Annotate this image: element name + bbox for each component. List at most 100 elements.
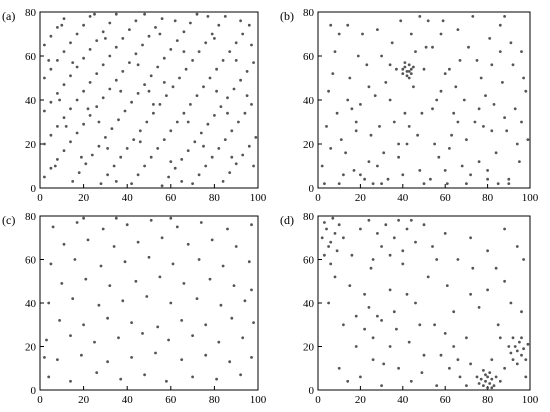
scatter-point (82, 89, 85, 93)
scatter-point (520, 50, 523, 53)
scatter-point (62, 17, 66, 20)
scatter-point (193, 140, 197, 144)
scatter-point (356, 54, 360, 58)
x-tick-label: 60 (165, 192, 177, 204)
scatter-point (524, 358, 528, 361)
scatter-point (327, 89, 330, 93)
scatter-point (154, 26, 157, 29)
scatter-point (475, 59, 479, 62)
scatter-point (520, 310, 523, 314)
scatter-point (507, 182, 511, 186)
scatter-point (106, 173, 109, 177)
scatter-point (465, 384, 468, 387)
panel-label: (a) (2, 9, 15, 23)
scatter-point (486, 177, 489, 181)
scatter-point (149, 218, 153, 222)
panel-label: (d) (280, 213, 294, 227)
scatter-point (426, 19, 430, 23)
scatter-point (215, 67, 219, 71)
scatter-point (239, 78, 243, 82)
scatter-point (378, 125, 381, 128)
scatter-point (56, 358, 59, 361)
scatter-point (247, 23, 251, 27)
scatter-point (484, 373, 487, 377)
scatter-point (186, 120, 190, 124)
scatter-point (503, 116, 506, 119)
scatter-point (367, 306, 371, 309)
scatter-point (182, 282, 186, 285)
scatter-point (152, 111, 155, 115)
scatter-point (165, 379, 168, 383)
scatter-point (477, 306, 481, 309)
scatter-point (384, 223, 388, 227)
scatter-point (409, 218, 413, 222)
scatter-point (335, 111, 339, 115)
scatter-point (49, 34, 53, 38)
scatter-point (346, 379, 350, 383)
scatter-point (484, 379, 487, 383)
x-tick-label: 100 (250, 192, 267, 204)
scatter-point (380, 182, 383, 186)
x-tick-label: 0 (315, 192, 321, 204)
scatter-point (484, 94, 487, 97)
scatter-point (108, 87, 112, 91)
scatter-point (414, 240, 417, 244)
scatter-point (443, 332, 447, 335)
scatter-point (382, 362, 386, 366)
scatter-point (167, 338, 171, 342)
scatter-point (82, 56, 85, 60)
scatter-point (71, 61, 75, 64)
scatter-point (147, 89, 151, 93)
scatter-point (482, 384, 485, 387)
x-tick-label: 20 (78, 192, 90, 204)
scatter-point (337, 32, 341, 36)
scatter-point (156, 65, 160, 69)
scatter-point (77, 171, 81, 175)
scatter-point (327, 245, 330, 248)
scatter-point (47, 59, 51, 62)
scatter-point (130, 182, 134, 186)
scatter-point (219, 303, 223, 307)
scatter-point (49, 166, 53, 170)
scatter-point (486, 169, 489, 172)
scatter-point (184, 67, 188, 71)
scatter-point (323, 221, 326, 224)
scatter-point (223, 138, 227, 142)
scatter-point (189, 21, 192, 25)
scatter-point (346, 98, 350, 102)
scatter-point (435, 98, 439, 102)
x-tick-label: 40 (397, 192, 409, 204)
scatter-point (513, 345, 517, 348)
scatter-point (479, 76, 483, 80)
scatter-point (197, 173, 201, 177)
scatter-point (359, 375, 362, 379)
scatter-point (486, 249, 489, 253)
scatter-point (429, 177, 432, 181)
scatter-point (518, 160, 521, 164)
scatter-point (348, 76, 352, 80)
scatter-point (119, 89, 123, 93)
scatter-point (191, 59, 195, 62)
x-tick-label: 20 (78, 394, 90, 406)
scatter-point (191, 334, 195, 337)
scatter-point (350, 253, 354, 257)
scatter-point (230, 129, 234, 133)
scatter-point (503, 15, 506, 18)
y-tick-label: 0 (31, 385, 37, 397)
x-tick-label: 80 (482, 192, 494, 204)
scatter-point (323, 182, 326, 186)
scatter-point (182, 30, 186, 34)
x-tick-label: 80 (209, 192, 221, 204)
scatter-point (162, 138, 166, 142)
scatter-point (82, 122, 85, 126)
scatter-point (498, 50, 502, 53)
scatter-point (43, 175, 46, 179)
scatter-point (62, 116, 66, 119)
scatter-point (202, 144, 205, 148)
scatter-point (108, 21, 112, 25)
scatter-point (104, 136, 107, 139)
scatter-point (509, 301, 513, 305)
scatter-point (230, 316, 234, 320)
y-tick-label: 40 (303, 95, 315, 107)
scatter-point (95, 72, 99, 75)
